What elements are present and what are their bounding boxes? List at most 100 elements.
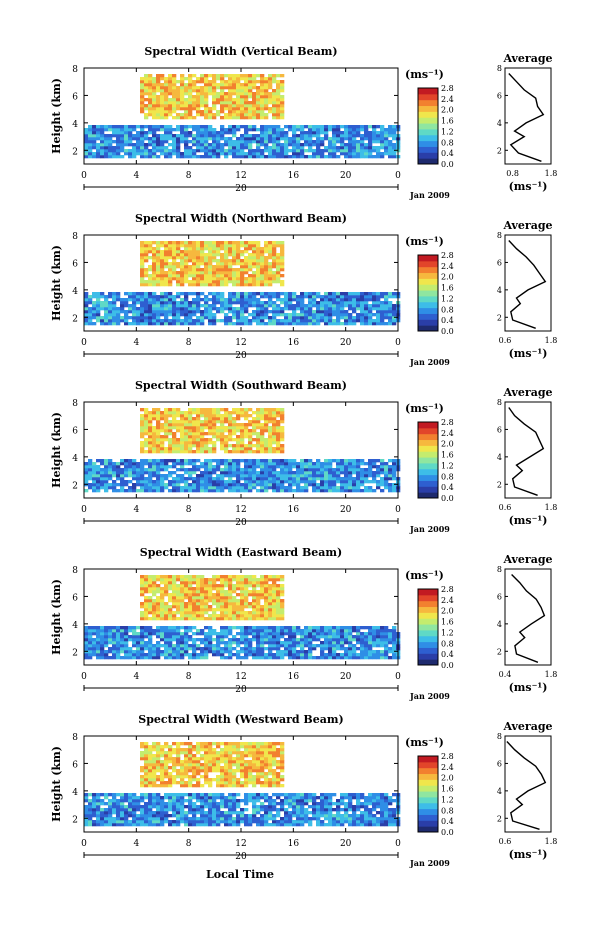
heatmap-cell [172, 593, 177, 597]
heatmap-cell [188, 432, 193, 436]
heatmap-cell [180, 602, 185, 606]
heatmap-cell [112, 626, 117, 630]
heatmap-cell [220, 647, 225, 651]
heatmap-cell [372, 474, 377, 478]
heatmap-cell [264, 116, 269, 120]
heatmap-cell [208, 614, 213, 618]
heatmap-cell [204, 420, 209, 424]
heatmap-cell [344, 322, 349, 326]
heatmap-cell [100, 468, 105, 472]
heatmap-cell [140, 304, 145, 308]
heatmap-cell [96, 316, 101, 320]
heatmap-cell [196, 465, 201, 469]
heatmap-cell [232, 489, 237, 493]
heatmap-cell [388, 292, 393, 296]
heatmap-cell [140, 647, 145, 651]
heatmap-cell [92, 143, 97, 147]
heatmap-cell [264, 77, 269, 81]
heatmap-cell [216, 247, 221, 251]
heatmap-cell [144, 635, 149, 639]
heatmap-cell [216, 262, 221, 266]
heatmap-cell [288, 295, 293, 299]
heatmap-cell [124, 459, 129, 463]
heatmap-cell [272, 322, 277, 326]
heatmap-cell [276, 113, 281, 117]
heatmap-cell [268, 647, 273, 651]
heatmap-cell [148, 155, 153, 159]
heatmap-cell [248, 283, 253, 287]
heatmap-cell [112, 298, 117, 302]
colorbar-tick-label: 1.2 [441, 127, 454, 136]
heatmap-cell [280, 599, 285, 603]
heatmap-cell [196, 98, 201, 102]
heatmap-cell [232, 295, 237, 299]
heatmap-cell [156, 250, 161, 254]
heatmap-cell [128, 134, 133, 138]
heatmap-cell [372, 131, 377, 135]
heatmap-cell [176, 647, 181, 651]
heatmap-cell [384, 128, 389, 132]
heatmap-cell [204, 310, 209, 314]
heatmap-cell [260, 95, 265, 99]
heatmap-cell [224, 259, 229, 263]
heatmap-cell [256, 86, 261, 90]
heatmap-cell [244, 298, 249, 302]
heatmap-cell [148, 95, 153, 99]
heatmap-cell [124, 319, 129, 323]
heatmap-cell [192, 468, 197, 472]
heatmap-cell [280, 480, 285, 484]
heatmap-cell [176, 638, 181, 642]
heatmap-cell [264, 426, 269, 430]
heatmap-cell [272, 101, 277, 105]
heatmap-cell [100, 474, 105, 478]
heatmap-cell [136, 310, 141, 314]
heatmap-cell [124, 483, 129, 487]
heatmap-cell [360, 298, 365, 302]
heatmap-cell [204, 140, 209, 144]
heatmap-cell [144, 131, 149, 135]
heatmap-cell [176, 277, 181, 281]
heatmap-cell [368, 134, 373, 138]
colorbar-segment [418, 457, 438, 464]
heatmap-cell [236, 584, 241, 588]
heatmap-cell [116, 143, 121, 147]
heatmap-cell [160, 244, 165, 248]
heatmap-cell [364, 313, 369, 317]
heatmap-cell [280, 644, 285, 648]
heatmap-cell [292, 471, 297, 475]
heatmap-cell [204, 98, 209, 102]
heatmap-cell [304, 307, 309, 311]
heatmap-cell [180, 131, 185, 135]
heatmap-cell [240, 474, 245, 478]
heatmap-cell [144, 143, 149, 147]
heatmap-cell [152, 113, 157, 117]
heatmap-cell [384, 149, 389, 153]
heatmap-cell [260, 426, 265, 430]
heatmap-cell [176, 304, 181, 308]
heatmap-cell [268, 435, 273, 439]
heatmap-cell [212, 593, 217, 597]
heatmap-cell [108, 471, 113, 475]
heatmap-cell [172, 447, 177, 451]
heatmap-cell [344, 128, 349, 132]
heatmap-cell [212, 420, 217, 424]
heatmap-cell [108, 477, 113, 481]
heatmap-cell [216, 77, 221, 81]
heatmap-cell [176, 101, 181, 105]
heatmap-cell [200, 462, 205, 466]
heatmap-cell [208, 271, 213, 275]
heatmap-cell [280, 575, 285, 579]
heatmap-cell [180, 411, 185, 415]
heatmap-cell [120, 140, 125, 144]
colorbar-segment [418, 284, 438, 291]
heatmap-cell [196, 155, 201, 159]
heatmap-cell [168, 143, 173, 147]
heatmap-cell [180, 304, 185, 308]
heatmap-cell [136, 131, 141, 135]
heatmap-cell [116, 313, 121, 317]
heatmap-cell [96, 143, 101, 147]
heatmap-cell [188, 608, 193, 612]
heatmap-cell [152, 614, 157, 618]
heatmap-cell [288, 650, 293, 654]
heatmap-cell [272, 319, 277, 323]
